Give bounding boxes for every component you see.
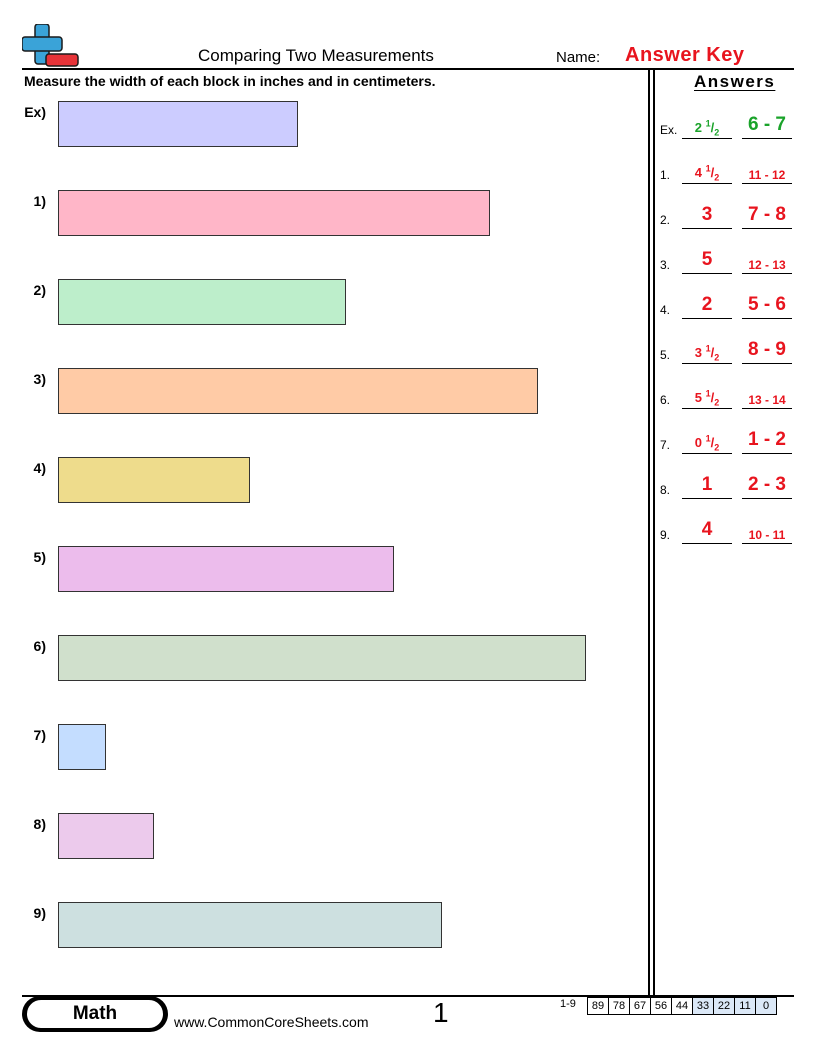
problem-label: Ex)	[24, 104, 46, 120]
answer-key-text: Answer Key	[625, 44, 745, 66]
measure-block	[58, 902, 442, 948]
measure-block	[58, 368, 538, 414]
answer-label: 1.	[660, 168, 671, 182]
plus-minus-logo-icon	[22, 24, 79, 67]
answer-centimeters: 12 - 13	[742, 247, 792, 274]
name-label: Name:	[556, 49, 601, 66]
instructions: Measure the width of each block in inche…	[24, 73, 436, 89]
answer-inches: 3	[682, 202, 732, 229]
answer-centimeters: 7 - 8	[742, 202, 792, 229]
answer-label: Ex.	[660, 123, 678, 137]
answer-row: 5. 3 1/2 8 - 9	[658, 338, 794, 364]
problem-label: 3)	[33, 371, 46, 387]
answer-centimeters: 13 - 14	[742, 382, 792, 409]
measure-block	[58, 635, 586, 681]
answer-centimeters: 6 - 7	[742, 112, 792, 139]
score-cell: 0	[755, 997, 777, 1015]
answer-label: 4.	[660, 303, 671, 317]
subject-pill: Math	[25, 998, 165, 1030]
answer-centimeters: 5 - 6	[742, 292, 792, 319]
answer-row: 8. 1 2 - 3	[658, 473, 794, 499]
answer-row: 1. 4 1/2 11 - 12	[658, 158, 794, 184]
problem-label: 9)	[33, 905, 46, 921]
page-number: 1	[433, 997, 449, 1028]
answer-inches: 5	[682, 247, 732, 274]
answer-centimeters: 11 - 12	[742, 157, 792, 184]
answer-inches: 1	[682, 472, 732, 499]
answer-inches: 5 1/2	[682, 382, 732, 409]
answer-row: 3. 5 12 - 13	[658, 248, 794, 274]
answer-centimeters: 10 - 11	[742, 517, 792, 544]
problem-label: 4)	[33, 460, 46, 476]
answer-label: 5.	[660, 348, 671, 362]
answer-label: 3.	[660, 258, 671, 272]
measure-block	[58, 279, 346, 325]
answer-row: 9. 4 10 - 11	[658, 518, 794, 544]
answer-label: 2.	[660, 213, 671, 227]
problem-label: 2)	[33, 282, 46, 298]
score-cell: 11	[734, 997, 756, 1015]
problem-label: 7)	[33, 727, 46, 743]
answer-row: Ex. 2 1/2 6 - 7	[658, 113, 794, 139]
problem-label: 6)	[33, 638, 46, 654]
answer-row: 6. 5 1/2 13 - 14	[658, 383, 794, 409]
answer-label: 8.	[660, 483, 671, 497]
score-table: 89 78 67 56 44 33 22 11 0	[587, 997, 777, 1015]
measure-block	[58, 724, 106, 770]
answer-inches: 3 1/2	[682, 337, 732, 364]
answer-row: 7. 0 1/2 1 - 2	[658, 428, 794, 454]
answer-label: 6.	[660, 393, 671, 407]
score-cell: 89	[587, 997, 609, 1015]
answer-inches: 2	[682, 292, 732, 319]
measure-block	[58, 546, 394, 592]
score-cell: 56	[650, 997, 672, 1015]
problem-label: 5)	[33, 549, 46, 565]
answer-label: 7.	[660, 438, 671, 452]
answer-inches: 4 1/2	[682, 157, 732, 184]
score-cell: 67	[629, 997, 651, 1015]
measure-block	[58, 101, 298, 147]
answer-inches: 4	[682, 517, 732, 544]
answer-row: 4. 2 5 - 6	[658, 293, 794, 319]
score-cell: 33	[692, 997, 714, 1015]
problem-label: 1)	[33, 193, 46, 209]
footer-divider	[22, 995, 794, 997]
answer-centimeters: 8 - 9	[742, 337, 792, 364]
header-divider	[22, 68, 794, 70]
score-cell: 22	[713, 997, 735, 1015]
answers-heading: Answers	[694, 72, 776, 91]
score-cell: 44	[671, 997, 693, 1015]
answer-row: 2. 3 7 - 8	[658, 203, 794, 229]
column-divider	[648, 70, 650, 996]
site-url: www.CommonCoreSheets.com	[174, 1014, 369, 1030]
measure-block	[58, 457, 250, 503]
answer-inches: 2 1/2	[682, 112, 732, 139]
measure-block	[58, 813, 154, 859]
score-range-label: 1-9	[560, 998, 576, 1010]
score-cell: 78	[608, 997, 630, 1015]
problem-label: 8)	[33, 816, 46, 832]
answer-centimeters: 2 - 3	[742, 472, 792, 499]
page-title: Comparing Two Measurements	[198, 46, 434, 65]
answer-inches: 0 1/2	[682, 427, 732, 454]
answer-centimeters: 1 - 2	[742, 427, 792, 454]
column-divider	[653, 70, 655, 996]
answer-label: 9.	[660, 528, 671, 542]
measure-block	[58, 190, 490, 236]
